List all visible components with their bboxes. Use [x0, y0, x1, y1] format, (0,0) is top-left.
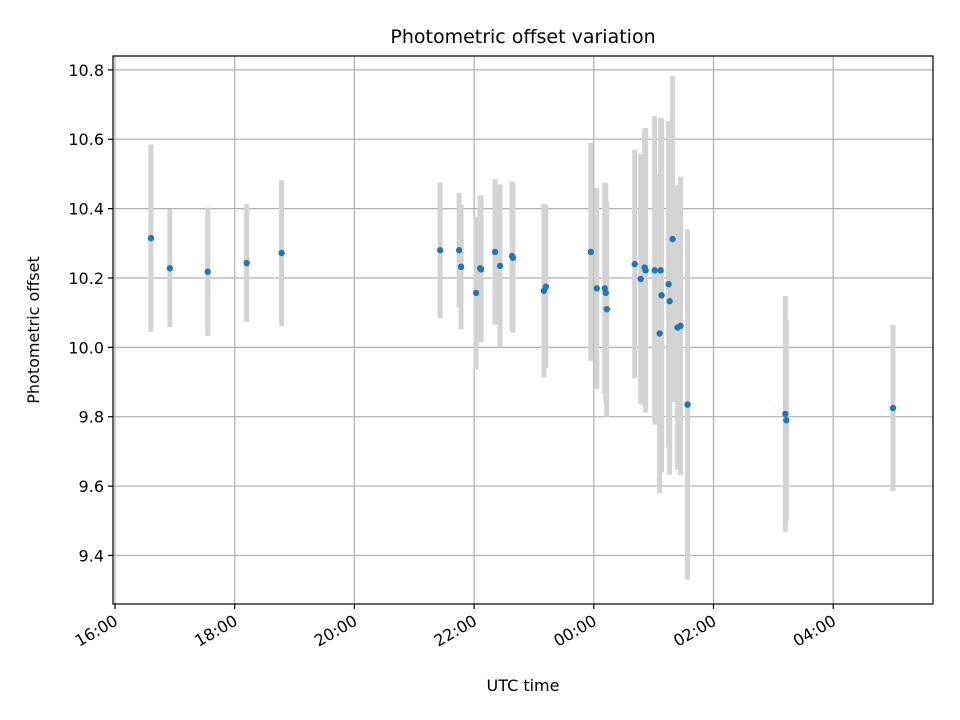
y-tick-label: 10.0 [68, 338, 104, 357]
y-tick-label: 10.4 [68, 200, 104, 219]
data-point [642, 267, 649, 274]
y-tick-label: 9.6 [79, 477, 104, 496]
data-point [656, 330, 663, 337]
data-point [204, 268, 211, 275]
data-point [669, 235, 676, 243]
chart-title: Photometric offset variation [390, 26, 655, 48]
data-point [631, 260, 638, 268]
data-point [658, 292, 665, 299]
data-point [889, 404, 897, 412]
plot-frame [112, 55, 934, 605]
data-point [477, 266, 485, 273]
data-point [665, 281, 672, 288]
data-point [783, 416, 790, 424]
data-point [509, 254, 517, 262]
data-point [677, 322, 684, 330]
y-tick-label: 10.6 [68, 130, 104, 149]
data-point [602, 289, 609, 297]
y-tick-label: 9.8 [79, 408, 104, 427]
y-axis-ticks: 9.4 9.6 9.8 10.0 10.2 10.4 10.6 10.8 [68, 61, 113, 565]
data-point [587, 248, 595, 256]
data-point [472, 289, 480, 297]
y-axis-label: Photometric offset [24, 256, 43, 404]
data-points [147, 234, 897, 424]
data-point [593, 285, 600, 292]
data-point [491, 248, 499, 256]
data-point [243, 259, 250, 267]
data-point [542, 283, 550, 290]
data-point [666, 298, 673, 305]
data-point [651, 267, 658, 274]
data-point [147, 234, 155, 242]
y-tick-label: 9.4 [79, 546, 104, 565]
x-axis-label: UTC time [487, 676, 560, 695]
data-point [637, 275, 644, 283]
data-point [455, 247, 463, 254]
data-point [496, 262, 504, 270]
data-point [278, 249, 285, 257]
y-tick-label: 10.8 [68, 61, 104, 80]
data-point [166, 265, 174, 272]
data-point [457, 263, 465, 271]
grid-lines [113, 56, 933, 604]
data-point [436, 247, 444, 254]
data-point [782, 410, 789, 418]
data-point [657, 267, 664, 274]
y-tick-label: 10.2 [68, 269, 104, 288]
data-point [603, 305, 610, 313]
data-point [684, 401, 691, 408]
